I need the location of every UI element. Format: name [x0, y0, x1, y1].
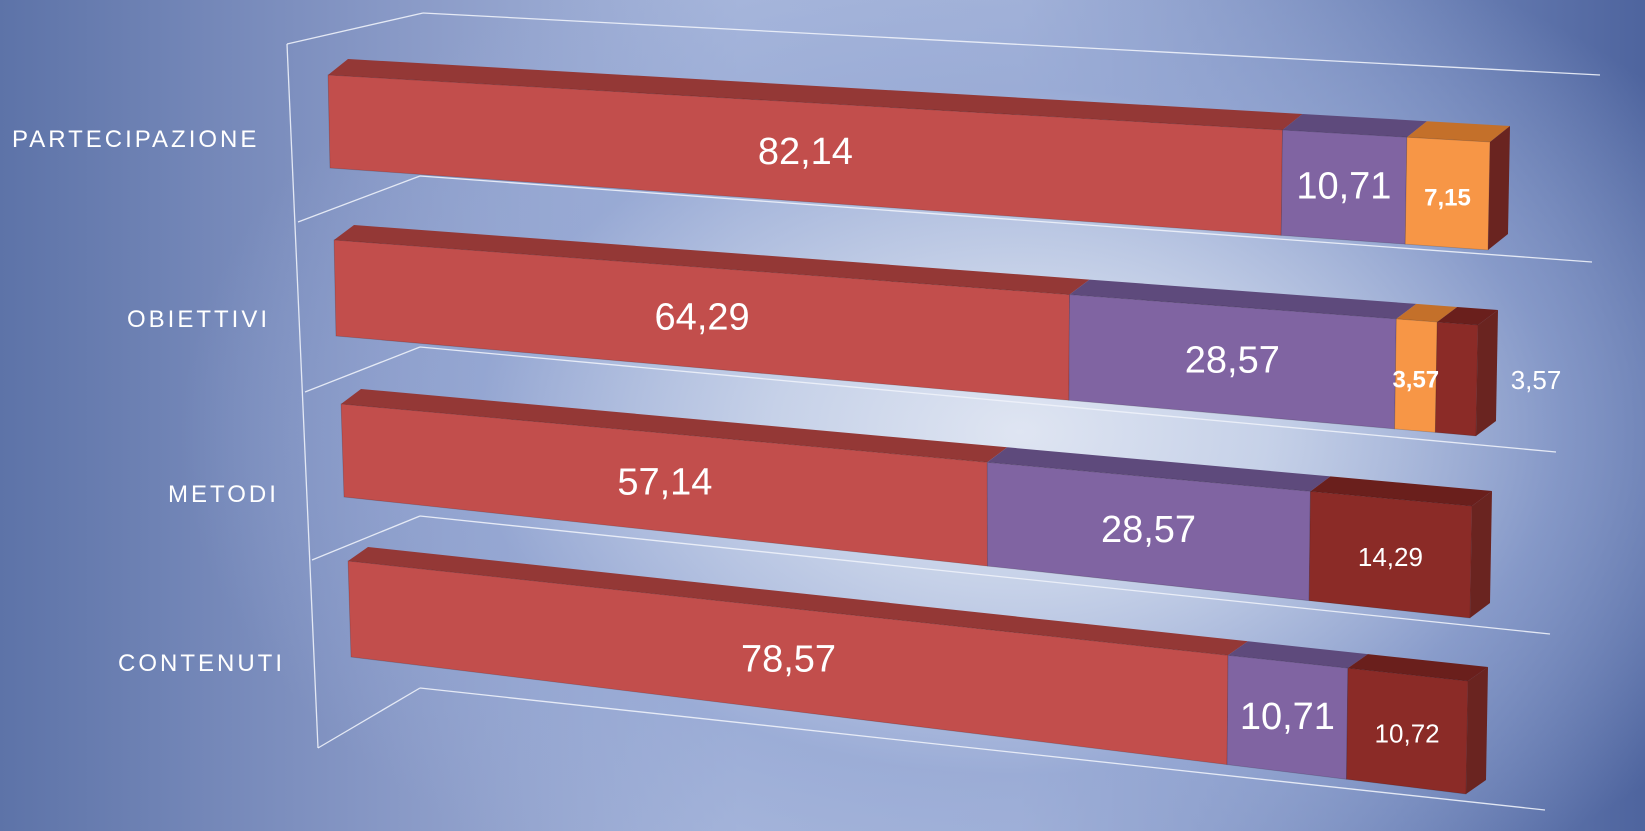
data-label: 3,57: [1511, 365, 1562, 395]
data-label: 57,14: [617, 461, 712, 503]
category-label-metodi: METODI: [168, 481, 279, 508]
frame-line: [419, 687, 1546, 811]
bar-segment-top: [341, 389, 1008, 463]
bar-segment-top: [1282, 114, 1427, 138]
bar-segment-top: [1347, 654, 1488, 681]
data-label: 14,29: [1358, 542, 1423, 572]
frame-line: [311, 515, 421, 561]
bar-group: [333, 225, 1498, 437]
data-label: 28,57: [1185, 340, 1280, 382]
data-label: 3,57: [1392, 367, 1439, 394]
bar-segment-top: [1069, 279, 1417, 319]
frame-line: [419, 346, 1557, 453]
bar-segment-top: [1310, 476, 1492, 506]
category-label-contenuti: CONTENUTI: [118, 650, 285, 677]
bar-group: [340, 389, 1492, 619]
data-label: 10,71: [1296, 166, 1391, 208]
chart-frame: [286, 12, 1601, 811]
data-label: 28,57: [1101, 509, 1196, 551]
bar-segment-top: [1396, 303, 1458, 322]
category-label-obiettivi: OBIETTIVI: [127, 306, 270, 333]
bar-end-face: [1470, 491, 1492, 618]
bar-segment-top: [348, 547, 1248, 656]
frame-line: [419, 175, 1593, 263]
data-label: 78,57: [741, 639, 836, 681]
bar-segment-top: [1437, 307, 1498, 325]
category-label-partecipazione: PARTECIPAZIONE: [12, 126, 259, 153]
bar-segment-top: [328, 59, 1303, 130]
frame-line: [419, 515, 1551, 635]
frame-line: [297, 175, 421, 223]
data-label: 82,14: [758, 131, 853, 173]
bar-segment-top: [334, 225, 1090, 295]
bar-segment-top: [1406, 121, 1510, 142]
bar-segment-top: [1228, 641, 1368, 669]
bar-end-face: [1476, 310, 1498, 436]
bar-segment: [1434, 321, 1479, 437]
data-label: 10,71: [1240, 696, 1335, 738]
bar-end-face: [1466, 667, 1488, 794]
frame-line: [286, 12, 424, 45]
bar-end-face: [1488, 126, 1510, 250]
frame-line: [317, 687, 421, 749]
frame-line: [304, 346, 421, 393]
data-label: 64,29: [655, 297, 750, 339]
labels: PARTECIPAZIONE OBIETTIVI METODI CONTENUT…: [12, 126, 1561, 749]
data-label: 10,72: [1375, 719, 1440, 749]
bar-group: [327, 59, 1510, 251]
bar-group: [347, 547, 1488, 795]
bar-segment-top: [987, 447, 1331, 492]
bars: [327, 59, 1510, 795]
data-label: 7,15: [1424, 184, 1471, 211]
frame-line: [422, 12, 1601, 76]
frame-line: [286, 43, 319, 749]
